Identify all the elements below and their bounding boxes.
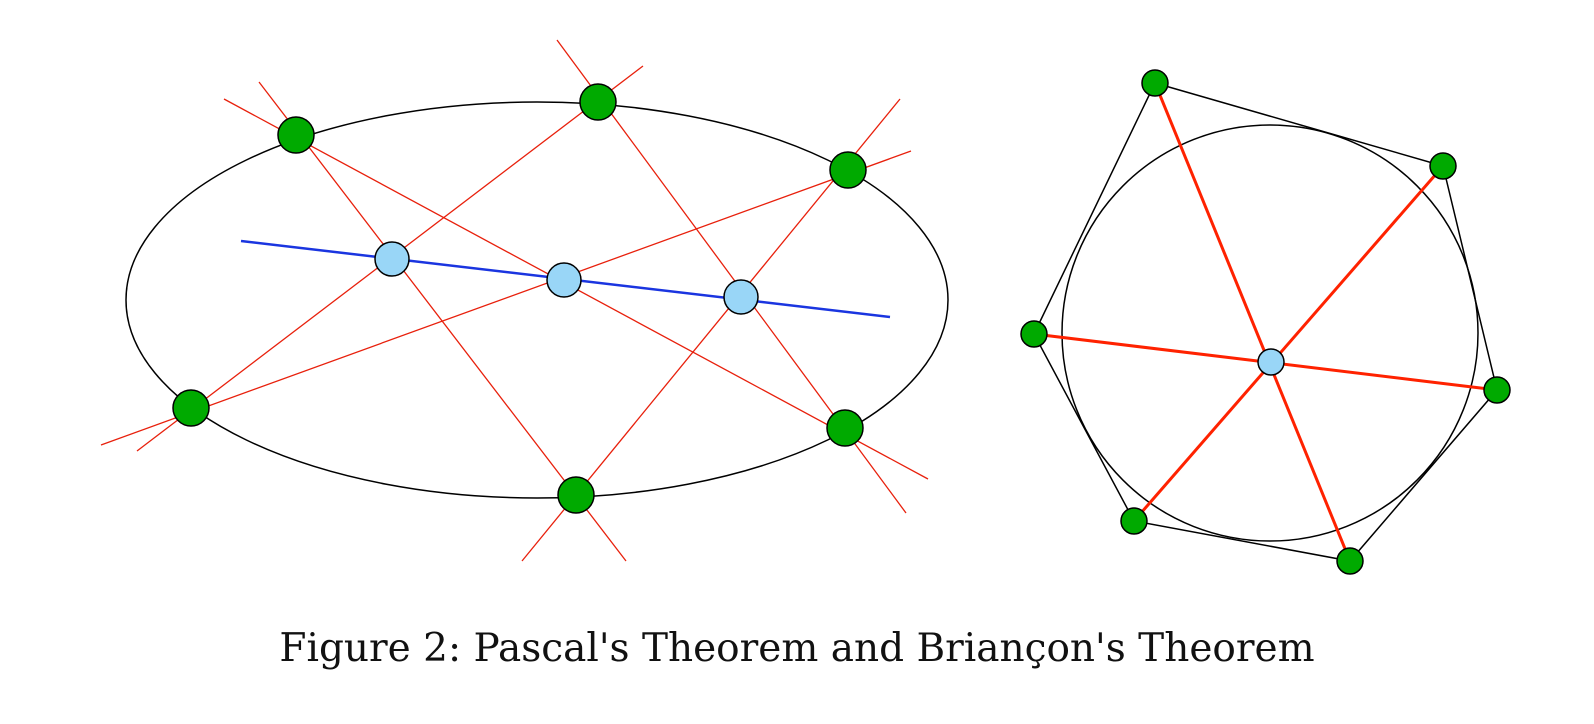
pascal-intersection-point (546, 262, 582, 298)
brianchon-diagonal (1132, 165, 1445, 522)
brianchon-vertex (1429, 152, 1457, 180)
pascal-vertex (829, 151, 867, 189)
brianchon-vertex (1483, 376, 1511, 404)
brianchon-vertex (1336, 547, 1364, 575)
pascal-vertex (172, 389, 210, 427)
brianchon-diagonals (1033, 82, 1498, 562)
pascal-vertex (277, 116, 315, 154)
brianchon-vertex (1020, 320, 1048, 348)
pascal-diagram (100, 39, 949, 562)
brianchon-vertex (1141, 69, 1169, 97)
pascal-vertex (826, 409, 864, 447)
pascal-hexagon-vertices (172, 83, 867, 514)
brianchon-tangent-hexagon (1033, 82, 1498, 562)
pascal-secant-lines (100, 39, 929, 562)
pascal-intersection-point (723, 279, 759, 315)
brianchon-inscribed-circle (1061, 124, 1479, 542)
brianchon-hexagon-vertices (1020, 69, 1511, 575)
pascal-intersections (374, 241, 759, 315)
figure-caption: Figure 2: Pascal's Theorem and Briançon'… (279, 626, 1315, 671)
pascal-intersection-point (374, 241, 410, 277)
pascal-secant-line (100, 150, 912, 446)
brianchon-point (1257, 348, 1285, 376)
pascal-vertex (557, 476, 595, 514)
brianchon-vertex (1120, 507, 1148, 535)
brianchon-diagonal (1153, 82, 1352, 562)
pascal-ellipse (125, 101, 949, 499)
pascal-vertex (579, 83, 617, 121)
brianchon-diagram (1020, 69, 1511, 575)
